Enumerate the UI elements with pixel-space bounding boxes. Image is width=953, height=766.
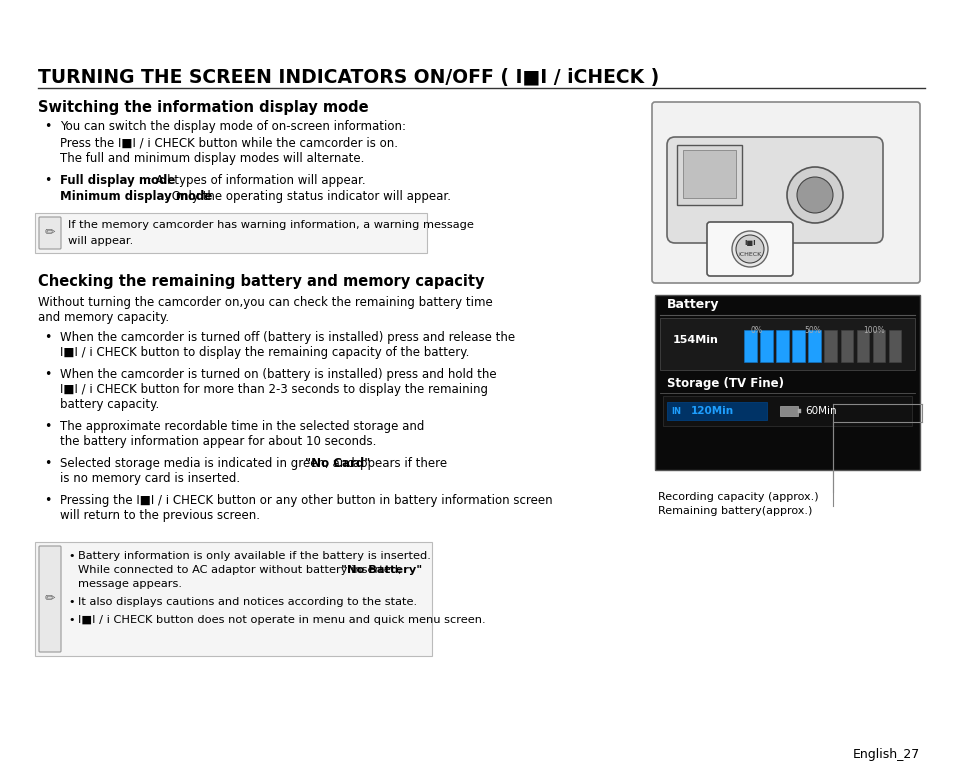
- Text: If the memory camcorder has warning information, a warning message: If the memory camcorder has warning info…: [68, 220, 474, 230]
- Text: Selected storage media is indicated in green, and: Selected storage media is indicated in g…: [60, 457, 358, 470]
- Text: Storage (TV Fine): Storage (TV Fine): [666, 377, 783, 390]
- Text: іCHECK: іCHECK: [738, 252, 760, 257]
- Text: •: •: [44, 494, 51, 507]
- Circle shape: [796, 177, 832, 213]
- Text: IN: IN: [670, 407, 680, 415]
- Text: The full and minimum display modes will alternate.: The full and minimum display modes will …: [60, 152, 364, 165]
- Text: is no memory card is inserted.: is no memory card is inserted.: [60, 472, 240, 485]
- Text: TURNING THE SCREEN INDICATORS ON/OFF ( I■I / іCHECK ): TURNING THE SCREEN INDICATORS ON/OFF ( I…: [38, 68, 659, 87]
- Text: message appears.: message appears.: [78, 579, 182, 589]
- Bar: [659, 318, 914, 370]
- Text: I■I / і CHECK button does not operate in menu and quick menu screen.: I■I / і CHECK button does not operate in…: [78, 615, 485, 625]
- Text: While connected to AC adaptor without battery inserted,: While connected to AC adaptor without ba…: [78, 565, 405, 575]
- Text: It also displays cautions and notices according to the state.: It also displays cautions and notices ac…: [78, 597, 416, 607]
- Text: battery capacity.: battery capacity.: [60, 398, 159, 411]
- Text: appears if there: appears if there: [349, 457, 447, 470]
- Text: Press the I■I / і CHECK button while the camcorder is on.: Press the I■I / і CHECK button while the…: [60, 136, 397, 149]
- Bar: [840, 330, 852, 362]
- Text: 120Min: 120Min: [690, 406, 734, 416]
- Text: •: •: [68, 597, 74, 607]
- Text: Battery: Battery: [666, 298, 719, 311]
- Bar: [666, 402, 766, 420]
- Text: When the camcorder is turned off (battery is installed) press and release the: When the camcorder is turned off (batter…: [60, 331, 515, 344]
- Text: "No Battery": "No Battery": [341, 565, 422, 575]
- Text: Switching the information display mode: Switching the information display mode: [38, 100, 368, 115]
- Text: I■I / і CHECK button for more than 2-3 seconds to display the remaining: I■I / і CHECK button for more than 2-3 s…: [60, 383, 488, 396]
- Circle shape: [786, 167, 842, 223]
- Text: 154Min: 154Min: [672, 335, 719, 345]
- Text: Battery information is only available if the battery is inserted.: Battery information is only available if…: [78, 551, 431, 561]
- Text: and memory capacity.: and memory capacity.: [38, 311, 169, 324]
- Text: Full display mode: Full display mode: [60, 174, 175, 187]
- Text: Pressing the I■I / і CHECK button or any other button in battery information scr: Pressing the I■I / і CHECK button or any…: [60, 494, 552, 507]
- Text: 0%: 0%: [750, 326, 762, 335]
- Bar: [792, 330, 804, 362]
- Text: Recording capacity (approx.): Recording capacity (approx.): [658, 492, 818, 502]
- FancyBboxPatch shape: [651, 102, 919, 283]
- Text: Remaining battery(approx.): Remaining battery(approx.): [658, 506, 812, 516]
- Text: will appear.: will appear.: [68, 236, 133, 246]
- Text: •: •: [44, 420, 51, 433]
- Bar: [856, 330, 868, 362]
- Bar: [823, 330, 836, 362]
- Bar: [872, 330, 884, 362]
- Text: "No Card": "No Card": [305, 457, 370, 470]
- Bar: [888, 330, 901, 362]
- FancyBboxPatch shape: [35, 213, 427, 253]
- Text: 50%: 50%: [803, 326, 821, 335]
- Text: English_27: English_27: [852, 748, 919, 761]
- Bar: [776, 330, 788, 362]
- Text: •: •: [68, 615, 74, 625]
- Bar: [760, 330, 772, 362]
- Text: •: •: [44, 174, 51, 187]
- Text: ✏: ✏: [45, 592, 55, 605]
- Text: You can switch the display mode of on-screen information:: You can switch the display mode of on-sc…: [60, 120, 406, 133]
- Text: When the camcorder is turned on (battery is installed) press and hold the: When the camcorder is turned on (battery…: [60, 368, 497, 381]
- Bar: [807, 330, 821, 362]
- Text: the battery information appear for about 10 seconds.: the battery information appear for about…: [60, 435, 376, 448]
- Text: will return to the previous screen.: will return to the previous screen.: [60, 509, 260, 522]
- FancyBboxPatch shape: [666, 137, 882, 243]
- Bar: [655, 295, 919, 470]
- FancyBboxPatch shape: [35, 542, 432, 656]
- Bar: [662, 396, 911, 426]
- Text: The approximate recordable time in the selected storage and: The approximate recordable time in the s…: [60, 420, 424, 433]
- Text: : Only the operating status indicator will appear.: : Only the operating status indicator wi…: [164, 190, 451, 203]
- Text: 60Min: 60Min: [804, 406, 836, 416]
- Text: I■I / і CHECK button to display the remaining capacity of the battery.: I■I / і CHECK button to display the rema…: [60, 346, 469, 359]
- FancyBboxPatch shape: [706, 222, 792, 276]
- Text: •: •: [44, 331, 51, 344]
- Text: ✏: ✏: [45, 227, 55, 240]
- Text: •: •: [44, 457, 51, 470]
- Text: Minimum display mode: Minimum display mode: [60, 190, 213, 203]
- Text: •: •: [68, 551, 74, 561]
- Bar: [682, 150, 735, 198]
- Text: •: •: [44, 368, 51, 381]
- Bar: [677, 145, 741, 205]
- Circle shape: [735, 235, 763, 263]
- FancyBboxPatch shape: [39, 546, 61, 652]
- Text: 100%: 100%: [862, 326, 884, 335]
- Circle shape: [731, 231, 767, 267]
- Text: Checking the remaining battery and memory capacity: Checking the remaining battery and memor…: [38, 274, 484, 289]
- FancyBboxPatch shape: [39, 217, 61, 249]
- Bar: [780, 406, 797, 416]
- Text: I■I: I■I: [743, 240, 755, 246]
- Text: : All types of information will appear.: : All types of information will appear.: [149, 174, 366, 187]
- Text: •: •: [44, 120, 51, 133]
- Bar: [743, 330, 756, 362]
- Text: Without turning the camcorder on,you can check the remaining battery time: Without turning the camcorder on,you can…: [38, 296, 493, 309]
- Bar: [797, 409, 801, 413]
